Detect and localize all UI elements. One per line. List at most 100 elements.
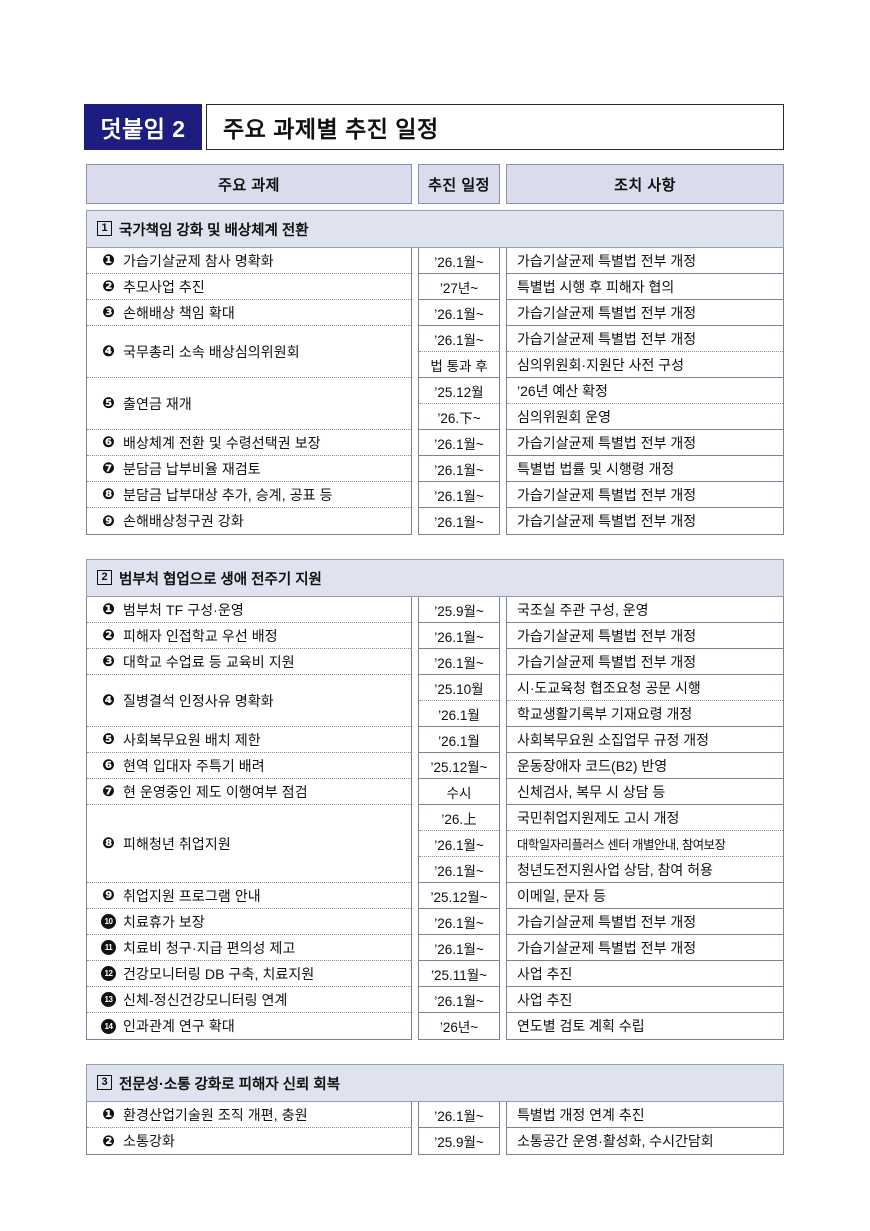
task-row: ❻ 배상체계 전환 및 수령선택권 보장: [87, 430, 411, 456]
task-label: 손해배상 책임 확대: [123, 304, 235, 321]
action-cell: 신체검사, 복무 시 상담 등: [507, 779, 783, 805]
section-title: 전문성·소통 강화로 피해자 신뢰 회복: [119, 1076, 341, 1093]
task-number: 10: [101, 914, 116, 929]
task-label: 신체-정신건강모니터링 연계: [123, 991, 288, 1008]
action-column: 가습기살균제 특별법 전부 개정 특별법 시행 후 피해자 협의 가습기살균제 특별…: [506, 248, 784, 535]
action-cell: 특별법 시행 후 피해자 협의: [507, 274, 783, 300]
task-row: ❹ 국무총리 소속 배상심의위원회: [87, 326, 411, 378]
action-cell: 사업 추진: [507, 961, 783, 987]
schedule-cell: ’26.1월~: [419, 831, 499, 857]
column-gap: [412, 164, 418, 204]
schedule-cell: ’25.11월~: [419, 961, 499, 987]
task-row: 11 치료비 청구·지급 편의성 제고: [87, 935, 411, 961]
task-row: ❽ 피해청년 취업지원: [87, 805, 411, 883]
task-number: ❶: [102, 252, 115, 269]
column-gap: [500, 164, 506, 204]
task-number: 12: [101, 966, 116, 981]
section-body-3: ❶ 환경산업기술원 조직 개편, 충원 ❷ 소통강화 ’26.1월~ ’25.9월~ 특별법…: [86, 1102, 784, 1155]
action-cell: 국민취업지원제도 고시 개정: [507, 805, 783, 831]
schedule-cell: ’26.1월~: [419, 623, 499, 649]
action-cell: 특별법 개정 연계 추진: [507, 1102, 783, 1128]
task-row: 13 신체-정신건강모니터링 연계: [87, 987, 411, 1013]
task-number: ❽: [102, 835, 115, 852]
action-cell: 가습기살균제 특별법 전부 개정: [507, 300, 783, 326]
schedule-cell: ’25.9월~: [434, 1135, 484, 1150]
task-number: ❺: [102, 395, 115, 412]
action-cell: 심의위원회·지원단 사전 구성: [507, 352, 783, 378]
section-number: 2: [97, 569, 112, 585]
task-label: 피해청년 취업지원: [123, 835, 231, 852]
action-cell: 가습기살균제 특별법 전부 개정: [507, 909, 783, 935]
section-spacer: [86, 1040, 784, 1064]
schedule-cell: ’26.下~: [419, 404, 499, 430]
schedule-cell: ’25.10월: [419, 675, 499, 701]
column-header-task: 주요 과제: [86, 164, 412, 204]
schedule-cell: ’25.12월~: [419, 753, 499, 779]
task-number: ❸: [102, 653, 115, 670]
task-row: ❻ 현역 입대자 주특기 배려: [87, 753, 411, 779]
task-label: 현 운영중인 제도 이행여부 점검: [123, 783, 308, 800]
task-label: 사회복무요원 배치 제한: [123, 731, 261, 748]
task-number: 11: [101, 940, 116, 955]
task-label: 소통강화: [123, 1133, 175, 1149]
task-number: ❸: [102, 304, 115, 321]
action-cell: 가습기살균제 특별법 전부 개정: [507, 623, 783, 649]
task-number: 13: [101, 992, 116, 1007]
task-number: ❷: [102, 1132, 115, 1150]
schedule-cell: ’26.上: [419, 805, 499, 831]
task-row: ❷ 소통강화: [87, 1128, 411, 1154]
column-header-schedule: 추진 일정: [418, 164, 500, 204]
task-row: 12 건강모니터링 DB 구축, 치료지원: [87, 961, 411, 987]
task-label: 질병결석 인정사유 명확화: [123, 692, 274, 709]
task-row: ❺ 사회복무요원 배치 제한: [87, 727, 411, 753]
task-number: ❷: [102, 278, 115, 295]
task-number: ❻: [102, 757, 115, 774]
table-header-row: 주요 과제 추진 일정 조치 사항: [86, 164, 784, 204]
document-title-bar: 덧붙임 2 주요 과제별 추진 일정: [84, 104, 784, 150]
attachment-badge: 덧붙임 2: [84, 104, 202, 150]
section-number: 1: [97, 220, 112, 236]
schedule-table: 주요 과제 추진 일정 조치 사항 1 국가책임 강화 및 배상체계 전환 ❶ 가습기…: [86, 164, 784, 1155]
action-cell: 가습기살균제 특별법 전부 개정: [517, 513, 697, 529]
task-column: ❶ 범부처 TF 구성·운영 ❷ 피해자 인접학교 우선 배정 ❸ 대학교 수업료 등 교…: [86, 597, 412, 1040]
action-cell: 학교생활기록부 기재요령 개정: [507, 701, 783, 727]
task-label: 분담금 납부대상 추가, 승계, 공표 등: [123, 486, 333, 503]
task-number: ❶: [102, 601, 115, 618]
task-label: 분담금 납부비율 재검토: [123, 460, 261, 477]
task-number: ❾: [102, 512, 115, 530]
action-cell: 심의위원회 운영: [507, 404, 783, 430]
task-label: 추모사업 추진: [123, 278, 205, 295]
task-number: ❽: [102, 486, 115, 503]
task-number: ❹: [102, 343, 115, 360]
task-label: 출연금 재개: [123, 395, 192, 412]
section-header-1: 1 국가책임 강화 및 배상체계 전환: [86, 210, 784, 248]
section-body-1: ❶ 가습기살균제 참사 명확화 ❷ 추모사업 추진 ❸ 손해배상 책임 확대 ❹ 국무총리 소…: [86, 248, 784, 535]
action-cell: 이메일, 문자 등: [507, 883, 783, 909]
task-row: ❶ 환경산업기술원 조직 개편, 충원: [87, 1102, 411, 1128]
task-row: 14 인과관계 연구 확대: [87, 1013, 411, 1039]
task-row: ❶ 범부처 TF 구성·운영: [87, 597, 411, 623]
task-row: ❶ 가습기살균제 참사 명확화: [87, 248, 411, 274]
task-label: 인과관계 연구 확대: [123, 1018, 235, 1034]
task-number: ❺: [102, 731, 115, 748]
section-number: 3: [97, 1074, 112, 1090]
action-cell: 소통공간 운영·활성화, 수시간담회: [517, 1133, 714, 1149]
schedule-cell: 수시: [419, 779, 499, 805]
action-cell: 가습기살균제 특별법 전부 개정: [507, 326, 783, 352]
schedule-cell: ’26.1월~: [419, 300, 499, 326]
action-cell: 가습기살균제 특별법 전부 개정: [507, 482, 783, 508]
action-cell: 사업 추진: [507, 987, 783, 1013]
task-label: 피해자 인접학교 우선 배정: [123, 627, 278, 644]
column-header-action: 조치 사항: [506, 164, 784, 204]
section-title: 국가책임 강화 및 배상체계 전환: [119, 222, 309, 239]
column-gap: [412, 597, 418, 1040]
task-label: 환경산업기술원 조직 개편, 충원: [123, 1106, 308, 1123]
task-row: ❼ 현 운영중인 제도 이행여부 점검: [87, 779, 411, 805]
action-cell: 대학일자리플러스 센터 개별안내, 참여보장: [507, 831, 783, 857]
schedule-cell: ’26.1월~: [419, 649, 499, 675]
schedule-cell: ’25.12월~: [419, 883, 499, 909]
schedule-cell: ’26.1월~: [419, 987, 499, 1013]
task-column: ❶ 환경산업기술원 조직 개편, 충원 ❷ 소통강화: [86, 1102, 412, 1155]
task-label: 가습기살균제 참사 명확화: [123, 252, 274, 269]
